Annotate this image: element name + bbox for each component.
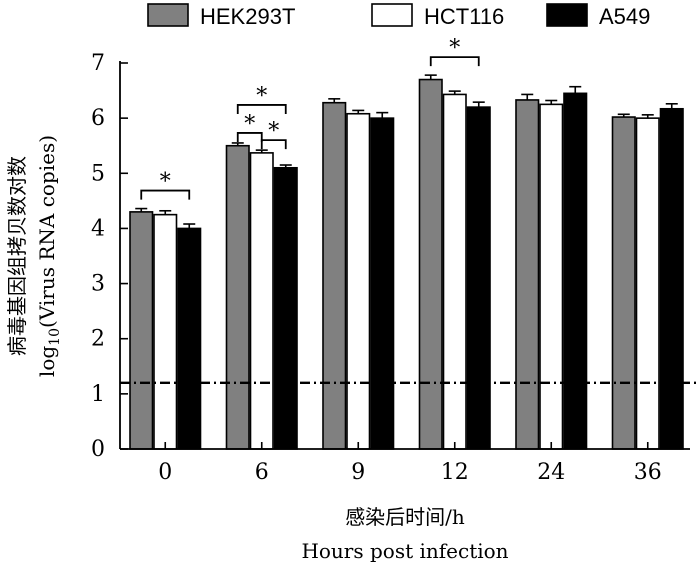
y-tick-label-5: 5 — [91, 161, 105, 186]
significance-line — [140, 189, 191, 200]
legend-label-hct116: HCT116 — [424, 4, 504, 29]
x-axis-label-chinese: 感染后时间/h — [345, 505, 465, 529]
significance-line — [236, 104, 287, 114]
legend-label-hek293t: HEK293T — [200, 4, 295, 29]
x-tick-label-24: 24 — [537, 460, 565, 485]
bar-hek293t-9 — [322, 101, 347, 450]
significance-star: * — [256, 84, 267, 109]
x-tick-label-6: 6 — [255, 460, 269, 485]
y-tick-label-2: 2 — [91, 327, 105, 352]
bar-hek293t-12 — [418, 78, 443, 450]
bar-hek293t-0 — [129, 211, 154, 450]
bar-hct116-0 — [153, 213, 178, 450]
significance-bracket-2: * — [260, 119, 287, 150]
significance-line — [260, 139, 287, 150]
bar-hct116-12 — [442, 93, 467, 450]
legend-swatch-hek293t — [147, 3, 189, 27]
y-tick-label-3: 3 — [91, 272, 105, 297]
y-tick-label-4: 4 — [91, 216, 105, 241]
y-axis-title: 病毒基因组拷贝数对数 log10(Virus RNA copies) — [5, 135, 63, 377]
bar-a549-12 — [466, 106, 491, 450]
significance-star: * — [160, 170, 171, 195]
bar-hct116-24 — [539, 103, 564, 450]
legend-swatch-a549 — [546, 3, 588, 27]
significance-bracket-1: * — [236, 112, 263, 142]
legend-item-a549: A549 — [546, 3, 650, 29]
bar-a549-9 — [370, 117, 395, 450]
bar-a549-6 — [273, 166, 298, 450]
significance-line — [236, 132, 263, 142]
bar-hct116-9 — [346, 112, 371, 450]
bar-hct116-36 — [635, 117, 660, 450]
y-tick-label-0: 0 — [91, 437, 105, 462]
significance-bracket-3: * — [236, 84, 287, 114]
significance-bracket-4: * — [429, 36, 480, 67]
significance-line — [429, 56, 480, 67]
significance-star: * — [268, 119, 279, 144]
bar-a549-24 — [563, 92, 588, 450]
bar-hek293t-36 — [611, 116, 636, 450]
legend-swatch-hct116 — [371, 3, 413, 27]
bar-a549-36 — [659, 107, 684, 450]
y-axis-label: log10(Virus RNA copies) — [35, 135, 63, 377]
bar-hek293t-6 — [225, 144, 250, 450]
legend-item-hct116: HCT116 — [371, 3, 504, 29]
significance-star: * — [244, 112, 255, 137]
bar-a549-0 — [177, 227, 202, 450]
bar-hek293t-24 — [515, 99, 540, 450]
x-tick-label-9: 9 — [351, 460, 365, 485]
x-tick-label-12: 12 — [441, 460, 469, 485]
legend: HEK293T HCT116 A549 — [147, 3, 650, 29]
legend-item-hek293t: HEK293T — [147, 3, 295, 29]
bar-hct116-6 — [249, 152, 274, 450]
significance-star: * — [449, 36, 460, 61]
y-tick-label-6: 6 — [91, 106, 105, 131]
plot-area: ** *** — [120, 36, 696, 450]
x-axis-label: Hours post infection — [301, 539, 508, 563]
y-axis-label-chinese: 病毒基因组拷贝数对数 — [5, 156, 29, 356]
y-tick-label-7: 7 — [91, 51, 105, 76]
significance-bracket-0: * — [140, 170, 191, 200]
y-tick-label-1: 1 — [91, 382, 105, 407]
x-tick-label-0: 0 — [158, 460, 172, 485]
x-tick-label-36: 36 — [634, 460, 662, 485]
legend-label-a549: A549 — [599, 4, 650, 29]
